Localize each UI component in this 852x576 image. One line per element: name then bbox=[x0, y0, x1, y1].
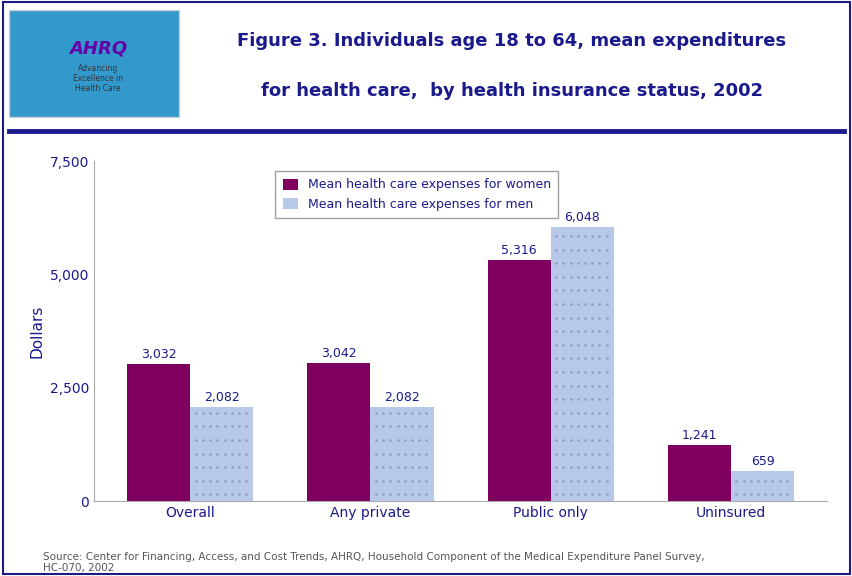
Bar bbox=[370, 407, 433, 501]
Bar bbox=[127, 363, 190, 501]
Text: for health care,  by health insurance status, 2002: for health care, by health insurance sta… bbox=[261, 82, 762, 100]
Text: Figure 3. Individuals age 18 to 64, mean expenditures: Figure 3. Individuals age 18 to 64, mean… bbox=[237, 32, 786, 50]
Text: 1,241: 1,241 bbox=[681, 429, 717, 442]
Text: Source: Center for Financing, Access, and Cost Trends, AHRQ, Household Component: Source: Center for Financing, Access, an… bbox=[43, 552, 704, 573]
Bar bbox=[667, 445, 730, 501]
Text: Advancing
Excellence in
Health Care: Advancing Excellence in Health Care bbox=[73, 64, 123, 93]
FancyBboxPatch shape bbox=[9, 10, 179, 116]
Text: 3,042: 3,042 bbox=[320, 347, 356, 360]
Text: 659: 659 bbox=[750, 455, 774, 468]
Y-axis label: Dollars: Dollars bbox=[29, 305, 44, 358]
Bar bbox=[190, 407, 253, 501]
Text: 3,032: 3,032 bbox=[141, 347, 176, 361]
Legend: Mean health care expenses for women, Mean health care expenses for men: Mean health care expenses for women, Mea… bbox=[274, 171, 557, 218]
Text: 2,082: 2,082 bbox=[204, 391, 239, 404]
Text: 5,316: 5,316 bbox=[501, 244, 537, 257]
Bar bbox=[730, 471, 793, 501]
Bar bbox=[550, 227, 613, 501]
Text: 6,048: 6,048 bbox=[564, 211, 600, 224]
Bar bbox=[307, 363, 370, 501]
Text: AHRQ: AHRQ bbox=[69, 39, 127, 57]
Text: 2,082: 2,082 bbox=[383, 391, 419, 404]
Bar bbox=[487, 260, 550, 501]
